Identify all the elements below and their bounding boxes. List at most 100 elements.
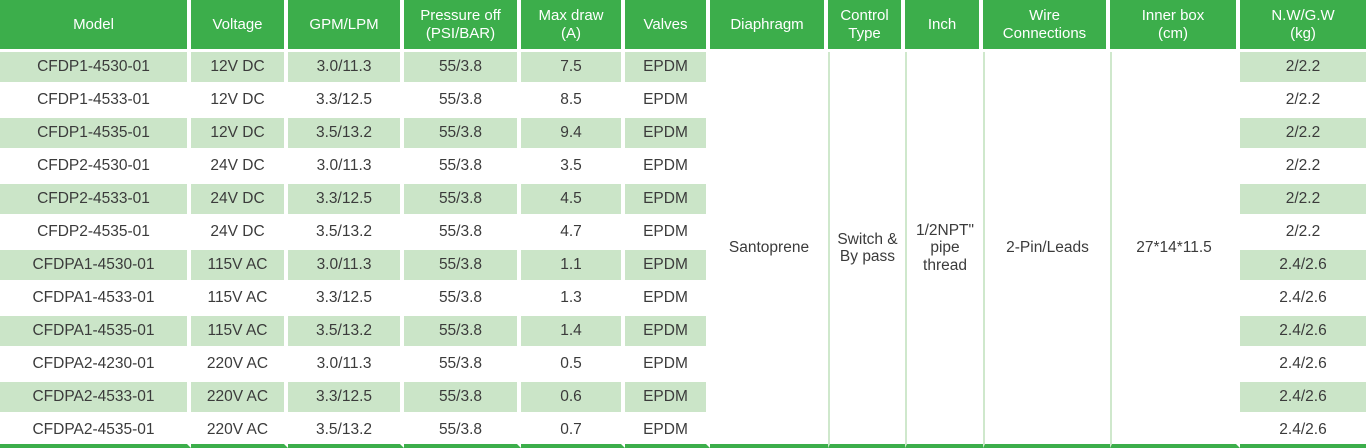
voltage-cell: 220V AC bbox=[191, 382, 288, 415]
gpm-lpm-cell: 3.3/12.5 bbox=[288, 184, 404, 217]
model-cell: CFDP1-4533-01 bbox=[0, 85, 191, 118]
table-row: CFDPA2-4535-01 220V AC 3.5/13.2 55/3.8 0.7 EP… bbox=[0, 415, 1366, 448]
voltage-cell: 115V AC bbox=[191, 316, 288, 349]
model-cell: CFDPA2-4230-01 bbox=[0, 349, 191, 382]
voltage-cell: 115V AC bbox=[191, 283, 288, 316]
valves-cell: EPDM bbox=[625, 118, 710, 151]
gpm-lpm-cell: 3.5/13.2 bbox=[288, 415, 404, 448]
voltage-cell: 12V DC bbox=[191, 52, 288, 85]
column-header-voltage: Voltage bbox=[191, 0, 288, 52]
column-header-inch: Inch bbox=[905, 0, 983, 52]
pressure-off-cell: 55/3.8 bbox=[404, 349, 521, 382]
max-draw-cell: 3.5 bbox=[521, 151, 625, 184]
table-row: CFDPA2-4230-01 220V AC 3.0/11.3 55/3.8 0.5 EP… bbox=[0, 349, 1366, 382]
column-header-inner-box: Inner box (cm) bbox=[1110, 0, 1240, 52]
nw-gw-cell: 2/2.2 bbox=[1240, 217, 1366, 250]
nw-gw-cell: 2.4/2.6 bbox=[1240, 349, 1366, 382]
max-draw-cell: 7.5 bbox=[521, 52, 625, 85]
gpm-lpm-cell: 3.3/12.5 bbox=[288, 382, 404, 415]
column-header-diaphragm: Diaphragm bbox=[710, 0, 828, 52]
column-header-wire-connections: Wire Connections bbox=[983, 0, 1110, 52]
pressure-off-cell: 55/3.8 bbox=[404, 52, 521, 85]
valves-cell: EPDM bbox=[625, 217, 710, 250]
valves-cell: EPDM bbox=[625, 316, 710, 349]
column-header-valves: Valves bbox=[625, 0, 710, 52]
max-draw-cell: 0.7 bbox=[521, 415, 625, 448]
table-row: CFDPA1-4533-01 115V AC 3.3/12.5 55/3.8 1.3 EP… bbox=[0, 283, 1366, 316]
gpm-lpm-cell: 3.0/11.3 bbox=[288, 52, 404, 85]
max-draw-cell: 1.3 bbox=[521, 283, 625, 316]
valves-cell: EPDM bbox=[625, 85, 710, 118]
pressure-off-cell: 55/3.8 bbox=[404, 283, 521, 316]
spec-table-header: Model Voltage GPM/LPM Pressure off (PSI/… bbox=[0, 0, 1366, 52]
column-header-control-type: Control Type bbox=[828, 0, 905, 52]
table-row: CFDP1-4535-01 12V DC 3.5/13.2 55/3.8 9.4 EPDM… bbox=[0, 118, 1366, 151]
wire-connections-cell: 2-Pin/Leads bbox=[983, 52, 1110, 448]
valves-cell: EPDM bbox=[625, 382, 710, 415]
model-cell: CFDP1-4535-01 bbox=[0, 118, 191, 151]
max-draw-cell: 1.4 bbox=[521, 316, 625, 349]
diaphragm-cell: Santoprene bbox=[710, 52, 828, 448]
inch-cell: 1/2NPT" pipe thread bbox=[905, 52, 983, 448]
model-cell: CFDP2-4530-01 bbox=[0, 151, 191, 184]
pressure-off-cell: 55/3.8 bbox=[404, 217, 521, 250]
pressure-off-cell: 55/3.8 bbox=[404, 184, 521, 217]
pressure-off-cell: 55/3.8 bbox=[404, 415, 521, 448]
voltage-cell: 24V DC bbox=[191, 184, 288, 217]
table-row: CFDP2-4533-01 24V DC 3.3/12.5 55/3.8 4.5 EPDM… bbox=[0, 184, 1366, 217]
model-cell: CFDPA2-4533-01 bbox=[0, 382, 191, 415]
pressure-off-cell: 55/3.8 bbox=[404, 151, 521, 184]
voltage-cell: 24V DC bbox=[191, 151, 288, 184]
nw-gw-cell: 2.4/2.6 bbox=[1240, 283, 1366, 316]
table-row: CFDP2-4530-01 24V DC 3.0/11.3 55/3.8 3.5 EPDM… bbox=[0, 151, 1366, 184]
pressure-off-cell: 55/3.8 bbox=[404, 382, 521, 415]
valves-cell: EPDM bbox=[625, 415, 710, 448]
max-draw-cell: 0.5 bbox=[521, 349, 625, 382]
nw-gw-cell: 2/2.2 bbox=[1240, 52, 1366, 85]
voltage-cell: 220V AC bbox=[191, 349, 288, 382]
inner-box-cell: 27*14*11.5 bbox=[1110, 52, 1240, 448]
model-cell: CFDPA2-4535-01 bbox=[0, 415, 191, 448]
valves-cell: EPDM bbox=[625, 52, 710, 85]
table-row: CFDPA1-4530-01 115V AC 3.0/11.3 55/3.8 1.1 EP… bbox=[0, 250, 1366, 283]
valves-cell: EPDM bbox=[625, 151, 710, 184]
table-row: CFDP1-4530-01 12V DC 3.0/11.3 55/3.8 7.5 EPDM… bbox=[0, 52, 1366, 448]
nw-gw-cell: 2.4/2.6 bbox=[1240, 316, 1366, 349]
table-row: CFDP1-4533-01 12V DC 3.3/12.5 55/3.8 8.5 EPDM… bbox=[0, 85, 1366, 118]
gpm-lpm-cell: 3.0/11.3 bbox=[288, 250, 404, 283]
column-header-model: Model bbox=[0, 0, 191, 52]
nw-gw-cell: 2/2.2 bbox=[1240, 151, 1366, 184]
max-draw-cell: 8.5 bbox=[521, 85, 625, 118]
model-cell: CFDP2-4535-01 bbox=[0, 217, 191, 250]
max-draw-cell: 0.6 bbox=[521, 382, 625, 415]
voltage-cell: 24V DC bbox=[191, 217, 288, 250]
table-row: CFDPA1-4535-01 115V AC 3.5/13.2 55/3.8 1.4 EP… bbox=[0, 316, 1366, 349]
nw-gw-cell: 2/2.2 bbox=[1240, 85, 1366, 118]
valves-cell: EPDM bbox=[625, 250, 710, 283]
gpm-lpm-cell: 3.5/13.2 bbox=[288, 118, 404, 151]
column-header-pressure-off: Pressure off (PSI/BAR) bbox=[404, 0, 521, 52]
max-draw-cell: 4.7 bbox=[521, 217, 625, 250]
gpm-lpm-cell: 3.3/12.5 bbox=[288, 85, 404, 118]
spec-table-body: CFDP1-4530-01 12V DC 3.0/11.3 55/3.8 7.5 EPDM… bbox=[0, 52, 1366, 448]
valves-cell: EPDM bbox=[625, 184, 710, 217]
pressure-off-cell: 55/3.8 bbox=[404, 316, 521, 349]
gpm-lpm-cell: 3.0/11.3 bbox=[288, 151, 404, 184]
nw-gw-cell: 2.4/2.6 bbox=[1240, 382, 1366, 415]
table-row: CFDP2-4535-01 24V DC 3.5/13.2 55/3.8 4.7 EPDM… bbox=[0, 217, 1366, 250]
max-draw-cell: 9.4 bbox=[521, 118, 625, 151]
column-header-nw-gw: N.W/G.W (kg) bbox=[1240, 0, 1366, 52]
nw-gw-cell: 2/2.2 bbox=[1240, 184, 1366, 217]
header-row: Model Voltage GPM/LPM Pressure off (PSI/… bbox=[0, 0, 1366, 52]
gpm-lpm-cell: 3.5/13.2 bbox=[288, 316, 404, 349]
gpm-lpm-cell: 3.5/13.2 bbox=[288, 217, 404, 250]
nw-gw-cell: 2.4/2.6 bbox=[1240, 250, 1366, 283]
table-row: CFDPA2-4533-01 220V AC 3.3/12.5 55/3.8 0.6 EP… bbox=[0, 382, 1366, 415]
column-header-max-draw: Max draw (A) bbox=[521, 0, 625, 52]
nw-gw-cell: 2.4/2.6 bbox=[1240, 415, 1366, 448]
control-type-cell: Switch & By pass bbox=[828, 52, 905, 448]
pressure-off-cell: 55/3.8 bbox=[404, 85, 521, 118]
voltage-cell: 12V DC bbox=[191, 118, 288, 151]
valves-cell: EPDM bbox=[625, 283, 710, 316]
nw-gw-cell: 2/2.2 bbox=[1240, 118, 1366, 151]
